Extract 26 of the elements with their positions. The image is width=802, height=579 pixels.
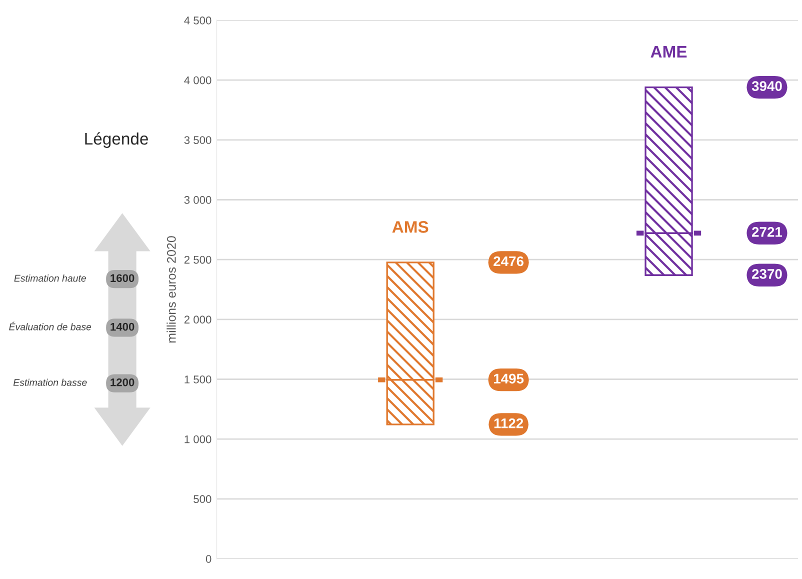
y-tick-label: 1 000 [184,435,212,444]
legend-title: Légende [85,132,148,148]
text: Estimation haute [14,274,86,282]
y-tick-label: 1 500 [184,376,212,384]
text: 1200 [110,378,134,386]
text: 1400 [110,322,134,331]
y-tick-label: 4 000 [184,76,212,84]
annotation: 1495 [494,374,524,384]
x-tick-label: AME [650,46,687,58]
y-tick-label: 3 000 [184,196,212,204]
annotation: 2721 [752,227,782,237]
annotation: 1122 [494,418,524,428]
x-tick-label: AMS [392,221,428,233]
text: Estimation basse [13,378,87,386]
y-axis-title: millions euros 2020 [166,236,176,343]
text: Évaluation de base [9,322,92,330]
annotation: 3940 [752,81,782,92]
y-tick-label: 4 500 [184,16,212,24]
y-tick-label: 3 500 [184,136,212,144]
annotation: 2476 [494,256,524,266]
y-tick-label: 2 500 [184,256,212,264]
y-tick-label: 500 [194,495,212,504]
annotation: 2370 [752,269,782,279]
y-tick-label: 0 [206,555,212,563]
y-tick-label: 2 000 [184,316,212,324]
text: 1600 [110,274,134,282]
